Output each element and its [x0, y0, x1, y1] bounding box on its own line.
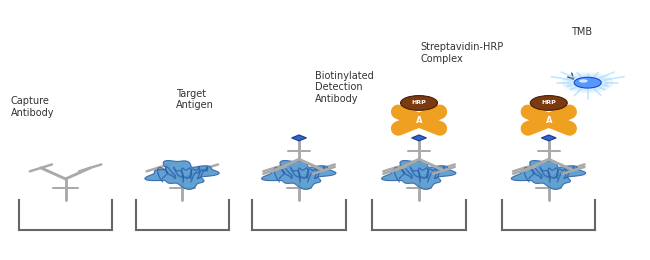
Text: HRP: HRP — [411, 100, 426, 106]
Text: Target
Antigen: Target Antigen — [176, 89, 214, 110]
Circle shape — [562, 72, 614, 93]
Polygon shape — [145, 160, 219, 189]
Polygon shape — [261, 160, 336, 189]
Text: A: A — [545, 116, 552, 125]
Text: Biotinylated
Detection
Antibody: Biotinylated Detection Antibody — [315, 70, 374, 104]
Circle shape — [567, 74, 608, 91]
Circle shape — [579, 79, 588, 83]
Circle shape — [530, 96, 567, 110]
Text: Streptavidin-HRP
Complex: Streptavidin-HRP Complex — [421, 42, 504, 64]
Polygon shape — [541, 135, 556, 141]
Polygon shape — [512, 160, 586, 189]
Polygon shape — [292, 135, 306, 141]
Polygon shape — [382, 160, 456, 189]
Text: Capture
Antibody: Capture Antibody — [10, 96, 54, 118]
Circle shape — [574, 77, 601, 88]
Circle shape — [400, 96, 437, 110]
Circle shape — [571, 76, 604, 89]
Text: A: A — [416, 116, 422, 125]
Text: TMB: TMB — [571, 27, 593, 37]
Text: HRP: HRP — [541, 100, 556, 106]
Polygon shape — [411, 135, 426, 141]
